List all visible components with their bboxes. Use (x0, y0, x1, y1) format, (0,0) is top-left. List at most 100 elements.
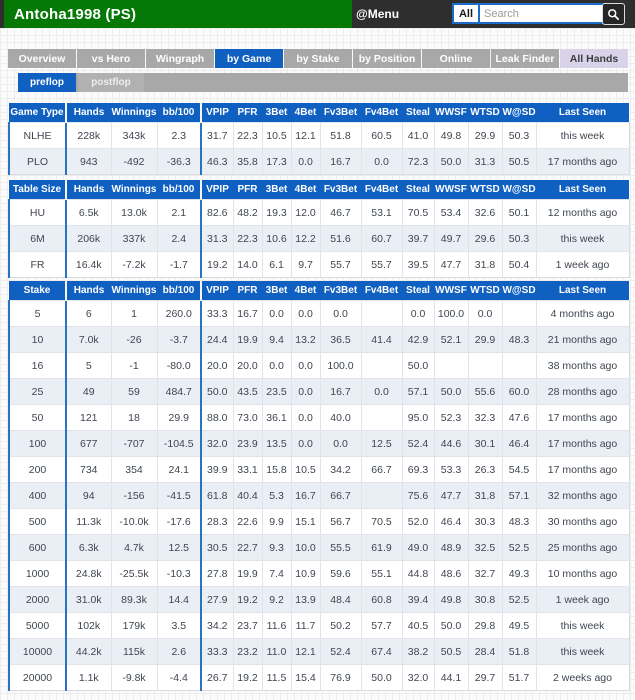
menu-button[interactable]: @Menu (356, 7, 400, 21)
table-cell: 10.9 (290, 560, 321, 587)
row-key: 10 (8, 326, 67, 353)
table-cell: 3.5 (156, 612, 202, 639)
tab-by-position[interactable]: by Position (353, 49, 421, 68)
column-header-vpip: VPIP (200, 103, 233, 123)
tab-online[interactable]: Online (422, 49, 490, 68)
table-row: 10000 44.2k 115k 2.6 33.3 23.2 11.0 12.1 52.4 67.… (8, 638, 630, 665)
table-cell: 4 months ago (535, 300, 630, 327)
table-cell: 39.9 (200, 456, 234, 483)
table-cell: 49.8 (433, 122, 469, 149)
table-cell: 28 months ago (535, 378, 630, 405)
table-cell: 70.5 (360, 508, 403, 535)
table-cell: 260.0 (156, 300, 202, 327)
table-cell: 72.3 (401, 148, 435, 175)
column-header-3bet: 3Bet (262, 281, 291, 301)
table-row: 400 94 -156 -41.5 61.8 40.4 5.3 16.7 66.7 75.6 47.… (8, 482, 630, 509)
table-cell: 25 months ago (535, 534, 630, 561)
table-cell: 57.7 (360, 612, 403, 639)
table-cell: 4.7k (110, 534, 158, 561)
table-cell: 48.2 (232, 199, 263, 226)
table-cell: 34.2 (319, 456, 362, 483)
table-cell: 13.9 (290, 586, 321, 613)
table-cell: 46.4 (433, 508, 469, 535)
table-row: 5 6 1 260.0 33.3 16.7 0.0 0.0 0.0 0.0 100.0 0.0 4 mo… (8, 300, 630, 327)
table-cell: 14.4 (156, 586, 202, 613)
table-cell: 11.0 (261, 638, 292, 665)
table-cell: 121 (65, 404, 112, 431)
table-cell (360, 300, 403, 327)
table-cell: 0.0 (290, 404, 321, 431)
table-cell (360, 482, 403, 509)
column-header-w-sd: W@SD (502, 281, 536, 301)
table-cell: 51.8 (319, 122, 362, 149)
table-cell: 9.3 (261, 534, 292, 561)
table-cell: 100.0 (319, 352, 362, 379)
column-header-winnings: Winnings (111, 103, 157, 123)
table-cell: 31.3 (467, 148, 503, 175)
row-key: 600 (8, 534, 67, 561)
tab-by-game[interactable]: by Game (215, 49, 283, 68)
tab-all-hands[interactable]: All Hands (560, 49, 628, 68)
table-cell: 70.5 (401, 199, 435, 226)
table-cell: 34.2 (200, 612, 234, 639)
tab-overview[interactable]: Overview (8, 49, 76, 68)
search-scope-dropdown[interactable]: All (454, 5, 480, 22)
table-cell: 52.4 (401, 430, 435, 457)
table-cell: 15.4 (290, 664, 321, 691)
column-header-hands: Hands (65, 103, 111, 123)
table-cell: 29.6 (467, 225, 503, 252)
table-cell: 7.0k (65, 326, 112, 353)
table-cell: 51.7 (501, 664, 537, 691)
table-cell: 48.9 (433, 534, 469, 561)
tab-wingraph[interactable]: Wingraph (146, 49, 214, 68)
table-cell: 22.7 (232, 534, 263, 561)
search-icon (608, 8, 620, 20)
table-cell: 76.9 (319, 664, 362, 691)
stats-table: Stake Hands Winnings bb/100 VPIP PFR 3Bet 4Bet F… (8, 281, 630, 691)
table-cell: -492 (110, 148, 158, 175)
table-cell: 19.2 (232, 586, 263, 613)
column-header-winnings: Winnings (111, 180, 157, 200)
tab-vs-hero[interactable]: vs Hero (77, 49, 145, 68)
subtab-bar: preflop postflop (18, 73, 628, 92)
row-key: 500 (8, 508, 67, 535)
table-cell: 50.3 (501, 225, 537, 252)
table-row: 500 11.3k -10.0k -17.6 28.3 22.6 9.9 15.1 56.7 70… (8, 508, 630, 535)
table-cell: 0.0 (290, 378, 321, 405)
subtab-postflop[interactable]: postflop (78, 73, 144, 92)
table-cell (501, 352, 537, 379)
table-cell: 47.7 (433, 482, 469, 509)
column-header-4bet: 4Bet (291, 103, 320, 123)
table-cell: 48.6 (433, 560, 469, 587)
table-cell: 12.5 (156, 534, 202, 561)
table-cell: 29.9 (467, 122, 503, 149)
table-cell: 24.4 (200, 326, 234, 353)
table-cell: 33.1 (232, 456, 263, 483)
table-cell: 30 months ago (535, 508, 630, 535)
search-button[interactable] (602, 3, 625, 25)
table-cell (467, 352, 503, 379)
table-cell: 49.8 (433, 586, 469, 613)
table-cell: 6.3k (65, 534, 112, 561)
column-header-fv3bet: Fv3Bet (320, 103, 361, 123)
table-cell: -36.3 (156, 148, 202, 175)
row-key: 50 (8, 404, 67, 431)
table-cell: 32.6 (467, 199, 503, 226)
row-key: HU (8, 199, 67, 226)
tab-leak-finder[interactable]: Leak Finder (491, 49, 559, 68)
table-cell: 53.1 (360, 199, 403, 226)
search-input[interactable] (480, 5, 608, 22)
table-cell: 27.9 (200, 586, 234, 613)
subtab-preflop[interactable]: preflop (18, 73, 76, 92)
table-cell: 0.0 (360, 148, 403, 175)
column-header-steal: Steal (402, 180, 434, 200)
table-cell: 19.9 (232, 326, 263, 353)
table-cell: 0.0 (319, 430, 362, 457)
table-cell: 30.5 (200, 534, 234, 561)
tab-by-stake[interactable]: by Stake (284, 49, 352, 68)
table-cell: -707 (110, 430, 158, 457)
table-cell: 14.0 (232, 251, 263, 278)
table-cell: 59 (110, 378, 158, 405)
column-header-last-seen: Last Seen (536, 281, 629, 301)
table-cell: 343k (110, 122, 158, 149)
